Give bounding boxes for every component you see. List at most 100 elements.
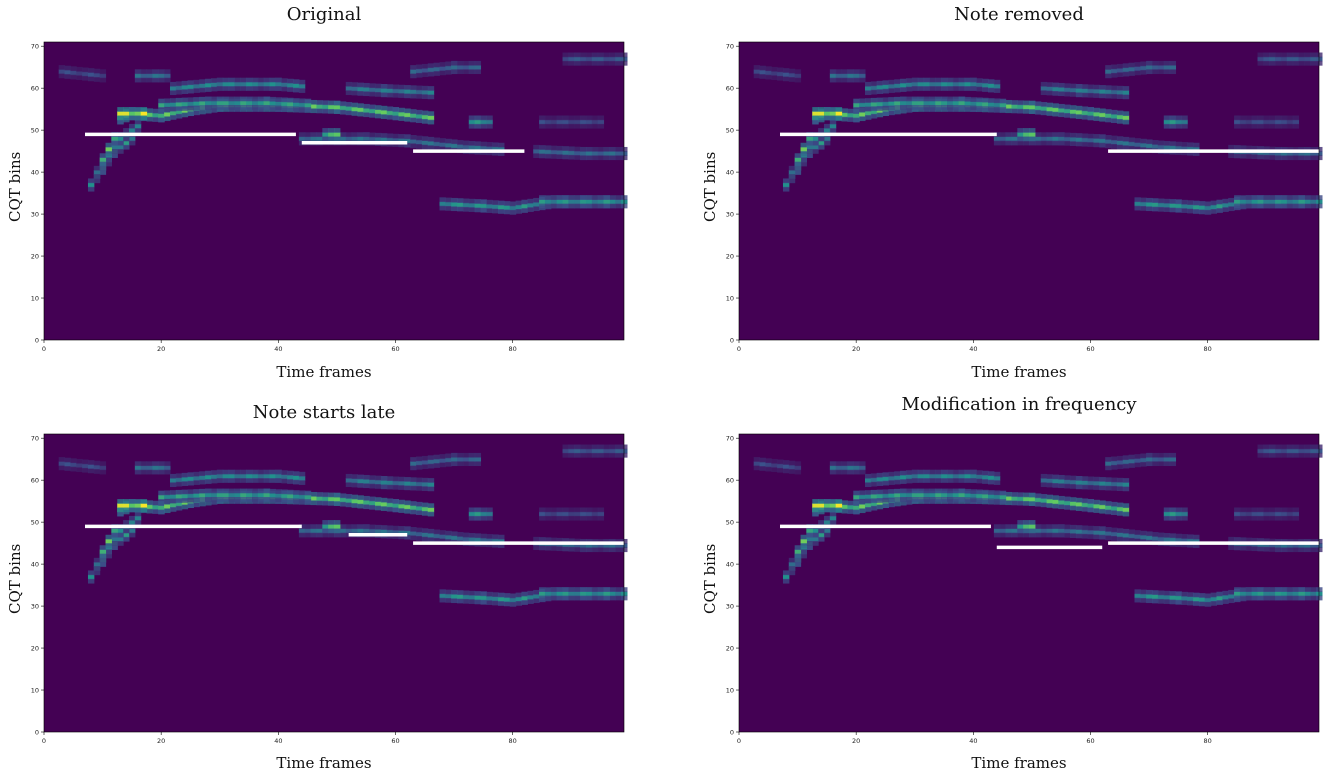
- energy-cell: [134, 465, 142, 471]
- energy-cell: [275, 469, 282, 475]
- energy-cell: [794, 69, 802, 75]
- energy-cell: [1040, 524, 1048, 530]
- energy-cell: [1116, 464, 1124, 470]
- energy-cell: [480, 595, 487, 601]
- energy-cell: [210, 492, 218, 498]
- energy-cell: [1169, 145, 1177, 151]
- energy-cell: [181, 472, 189, 478]
- energy-cell: [1269, 199, 1276, 205]
- energy-cell: [870, 481, 878, 487]
- energy-cell: [1029, 501, 1036, 506]
- energy-cell: [427, 528, 435, 534]
- energy-cell: [410, 501, 417, 506]
- energy-cell: [864, 98, 872, 103]
- energy-cell: [1046, 102, 1054, 108]
- energy-cell: [222, 81, 230, 87]
- energy-cell: [1239, 153, 1247, 159]
- energy-cell: [1275, 452, 1282, 458]
- energy-cell: [503, 201, 511, 206]
- y-tick-label: 50: [31, 126, 39, 134]
- energy-cell: [1134, 62, 1141, 67]
- energy-cell: [1163, 65, 1171, 70]
- energy-cell: [427, 463, 435, 469]
- energy-cell: [894, 87, 901, 93]
- energy-cell: [1111, 481, 1118, 487]
- energy-cell: [117, 115, 124, 121]
- energy-cell: [794, 562, 802, 567]
- energy-cell: [888, 502, 895, 508]
- energy-cell: [457, 594, 464, 600]
- energy-cell: [580, 119, 587, 125]
- energy-cell: [970, 473, 977, 479]
- energy-cell: [1187, 150, 1194, 156]
- energy-cell: [87, 182, 95, 188]
- energy-cell: [829, 511, 837, 517]
- energy-cell: [999, 532, 1007, 538]
- energy-cell: [1111, 114, 1118, 119]
- energy-cell: [597, 511, 605, 517]
- energy-cell: [134, 119, 142, 125]
- energy-cell: [263, 104, 271, 110]
- energy-cell: [474, 461, 482, 467]
- energy-cell: [334, 104, 341, 110]
- energy-cell: [169, 502, 177, 508]
- energy-cell: [905, 100, 913, 106]
- energy-cell: [1070, 87, 1077, 93]
- energy-cell: [562, 203, 569, 209]
- energy-cell: [1169, 533, 1177, 539]
- energy-cell: [550, 546, 558, 551]
- x-tick-label: 20: [157, 737, 165, 745]
- energy-cell: [1169, 515, 1177, 521]
- energy-cell: [1263, 56, 1270, 62]
- energy-cell: [123, 528, 130, 534]
- energy-cell: [1128, 454, 1136, 460]
- energy-cell: [486, 142, 493, 147]
- energy-cell: [1216, 591, 1223, 597]
- energy-cell: [158, 113, 165, 119]
- energy-cell: [1017, 128, 1024, 133]
- energy-cell: [1263, 542, 1270, 548]
- energy-cell: [1128, 137, 1136, 143]
- energy-cell: [1093, 480, 1100, 486]
- energy-cell: [870, 85, 878, 91]
- energy-cell: [193, 493, 200, 499]
- energy-cell: [357, 474, 364, 480]
- energy-cell: [146, 73, 153, 79]
- energy-cell: [1304, 56, 1311, 62]
- energy-cell: [597, 119, 605, 125]
- energy-cell: [398, 499, 405, 505]
- energy-cell: [1081, 502, 1089, 508]
- energy-cell: [829, 465, 837, 471]
- energy-cell: [357, 107, 364, 113]
- energy-cell: [146, 465, 153, 471]
- energy-cell: [1064, 496, 1071, 502]
- energy-cell: [128, 532, 136, 538]
- energy-cell: [544, 199, 552, 205]
- energy-cell: [929, 96, 936, 102]
- energy-cell: [988, 83, 995, 89]
- energy-cell: [1286, 203, 1294, 209]
- energy-cell: [568, 511, 575, 517]
- energy-cell: [199, 101, 206, 106]
- energy-cell: [829, 115, 837, 121]
- energy-cell: [556, 195, 564, 200]
- energy-cell: [1105, 531, 1112, 536]
- energy-cell: [1280, 60, 1288, 66]
- energy-cell: [222, 488, 230, 494]
- x-tick-label: 80: [1204, 345, 1212, 353]
- energy-cell: [240, 86, 247, 91]
- energy-cell: [210, 86, 218, 92]
- energy-cell: [468, 115, 476, 121]
- energy-cell: [1099, 500, 1106, 506]
- energy-cell: [603, 452, 610, 458]
- energy-cell: [492, 146, 499, 152]
- energy-cell: [771, 71, 778, 76]
- energy-cell: [900, 470, 907, 476]
- energy-cell: [158, 499, 165, 504]
- energy-cell: [1070, 475, 1077, 481]
- energy-cell: [1292, 444, 1300, 450]
- energy-cell: [1122, 478, 1130, 483]
- energy-cell: [591, 587, 599, 592]
- energy-cell: [1093, 503, 1100, 509]
- energy-cell: [421, 118, 429, 124]
